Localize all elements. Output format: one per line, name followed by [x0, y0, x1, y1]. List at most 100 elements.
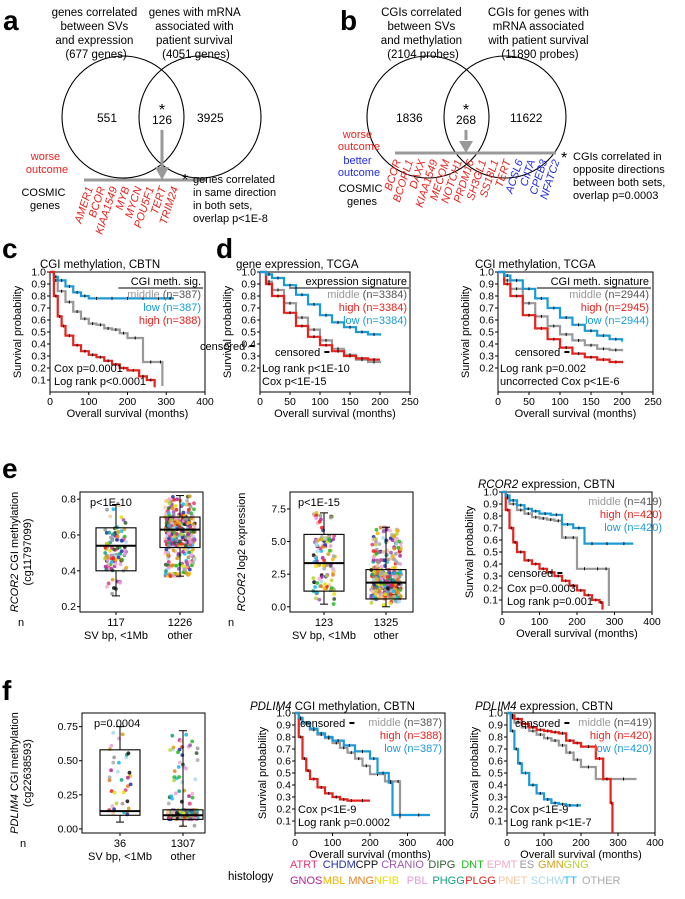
e_box2-point — [377, 550, 382, 554]
histology-cranio: CRANIO — [381, 859, 424, 871]
f_box-point — [180, 780, 185, 784]
f_box-point — [107, 775, 112, 780]
e_box2-point — [375, 569, 380, 574]
f_km2-legend-high: high (n=420) — [590, 730, 652, 742]
f_box-point — [117, 760, 121, 765]
e_box1-box — [159, 516, 201, 549]
f_km1-xtick-label: 400 — [436, 837, 454, 849]
e_box2-point — [371, 537, 376, 542]
e_box2-point — [397, 539, 402, 544]
e_box2-point — [398, 594, 403, 599]
e_box2-n-value: 123 — [315, 617, 333, 629]
e_km-censored-label: censored — [508, 568, 553, 580]
e_box2-point — [371, 555, 376, 560]
f_box-point — [111, 730, 116, 735]
f_km2-ytick-label: 0.5 — [488, 768, 503, 780]
f_box-point — [111, 811, 116, 816]
c_km-ylabel: Survival probability — [12, 285, 24, 378]
f_km2-xtick-label: 0 — [504, 837, 510, 849]
histology-plgg: PLGG — [465, 875, 496, 887]
venn-b-gene-list: BCORBCORL1DAXXKIAA1549MECOMNOTCH1PRDM16S… — [383, 157, 563, 209]
panel-label-d: d — [216, 233, 233, 264]
panel-label-e: e — [2, 453, 18, 484]
e_box1-point — [176, 552, 181, 556]
panel-label-b: b — [340, 5, 357, 36]
e_box2-point — [375, 563, 380, 568]
f_box-point — [178, 760, 182, 765]
f_box-point — [190, 795, 195, 800]
venn-a-note: genes correlated in same direction in bo… — [193, 174, 279, 225]
f_box-point — [114, 801, 119, 806]
e_box1-point — [111, 556, 116, 560]
d_km1-xlabel: Overall survival (months) — [274, 408, 396, 420]
e_km-series-high — [502, 490, 604, 610]
e_box2-point — [374, 527, 379, 532]
f_box-point — [188, 743, 193, 748]
d_km2-xtick-label: 50 — [523, 396, 535, 408]
e_box1-point — [112, 547, 117, 552]
e_box1-point — [116, 555, 121, 560]
c_km-ytick-label: 0.2 — [31, 363, 46, 375]
f_km1-ytick-label: 0.3 — [276, 792, 291, 804]
histology-schw: SCHW — [531, 875, 565, 887]
venn-a-overlap-star: * — [159, 102, 165, 119]
histology-es: ES — [520, 859, 535, 871]
venn-a-left-circle — [61, 55, 185, 179]
histology-mbl: MBL — [323, 875, 346, 887]
c_km-ytick-label: 0.5 — [31, 327, 46, 339]
e_box1-point — [166, 553, 170, 557]
c_km-series-low — [50, 270, 174, 300]
e_box2-point — [394, 551, 398, 556]
e_box2-point — [390, 583, 395, 588]
e_box2-n-value: 1325 — [374, 617, 398, 629]
d_km1-ytick-label: 0.9 — [241, 279, 256, 291]
e_box1-point — [186, 555, 191, 560]
e_km-series-low — [502, 490, 634, 545]
e_box2-point — [312, 580, 316, 585]
f_km1-legend-high: high (n=388) — [380, 730, 442, 742]
e_box2-point — [323, 582, 327, 587]
e_km-legend-low: low (n=420) — [604, 522, 662, 534]
c_km-xtick-label: 0 — [47, 396, 53, 408]
e_box2-point — [323, 537, 327, 541]
venn-a-worse-label: worse outcome — [26, 151, 68, 176]
e_box1-point — [187, 550, 192, 555]
d_km1-ytick-label: 0.5 — [241, 327, 256, 339]
e_box1-ytick-label: 0.2 — [61, 601, 76, 613]
histology-mng: MNG — [348, 875, 374, 887]
e_km-ytick-label: 0.5 — [483, 547, 498, 559]
e_box2-ytick-label: 2.5 — [271, 569, 286, 581]
e_box1-point — [119, 538, 124, 543]
f_km1-legend-low: low (n=387) — [384, 743, 442, 755]
e_box2-point — [322, 566, 327, 571]
e_box2-point — [382, 550, 386, 554]
d_km1-stat-0: Log rank p<1E-10 — [262, 363, 350, 375]
e_box1-point — [106, 562, 111, 567]
f_box-point — [190, 791, 195, 796]
e_box1-point — [111, 532, 115, 537]
histology-tt: TT — [564, 875, 578, 887]
d_km2-ytick-label: 0.9 — [479, 279, 494, 291]
panel-b: b CGIs correlated between SVs and methyl… — [338, 5, 665, 209]
e_box1-chart: 0.2 0.4 0.6 0.8 RCOR2 CGI methylation (cg1179… — [9, 491, 204, 642]
f_km2-xtick-label: 300 — [609, 837, 627, 849]
e_box2-point — [331, 573, 335, 577]
e_km-legend-high: high (n=420) — [600, 509, 662, 521]
e_box2-point — [379, 595, 384, 599]
c_km-ytick-label: 0.6 — [31, 315, 46, 327]
panel-label-c: c — [2, 233, 18, 264]
f_box-point — [194, 751, 199, 755]
e_box2-point — [370, 589, 375, 594]
e_box1-point — [185, 499, 190, 503]
f_km1-xlabel: Overall survival (months) — [309, 849, 431, 861]
f_km2-series-low — [507, 711, 581, 807]
e_box1-point — [192, 501, 196, 506]
e_box2-point — [385, 548, 390, 553]
e_km-xtick-label: 400 — [643, 616, 661, 628]
e_box1-point — [183, 568, 188, 572]
venn-b-left-count: 1836 — [396, 111, 423, 125]
d_km1-ytick-label: 1.0 — [241, 267, 256, 279]
f_km1-xtick-label: 300 — [399, 837, 417, 849]
